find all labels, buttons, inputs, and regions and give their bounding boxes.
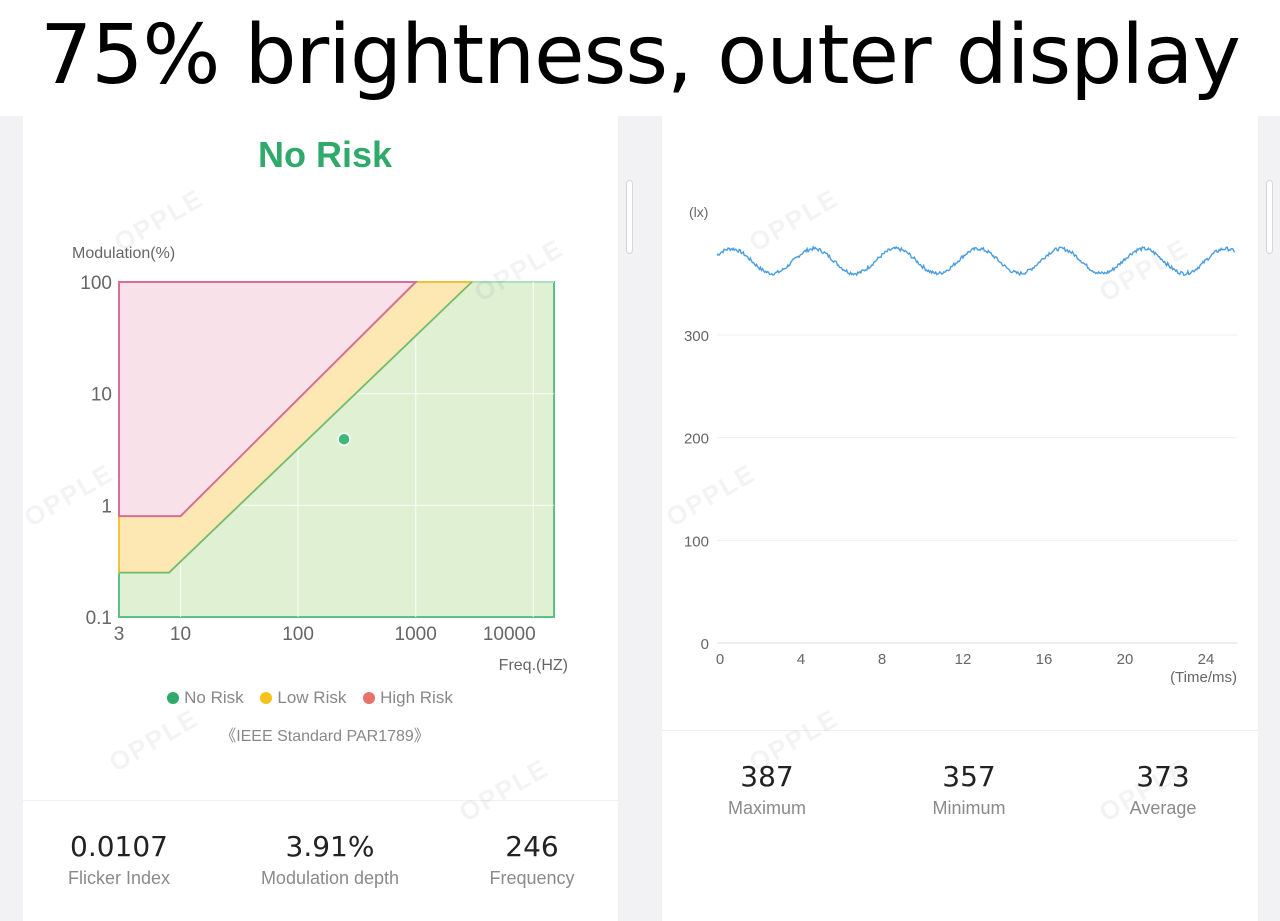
risk-x-tick-label: 1000: [395, 624, 437, 645]
wave-x-axis-title: (Time/ms): [1170, 669, 1237, 686]
flicker-index-label: Flicker Index: [67, 868, 171, 888]
risk-status-label: No Risk: [257, 134, 393, 175]
frequency-stat: 246 Frequency: [432, 830, 632, 890]
legend-dot-high-risk: [363, 692, 376, 704]
risk-legend: No Risk Low Risk High Risk: [0, 688, 620, 708]
risk-stats-divider: [23, 800, 618, 801]
header-bar: 75% brightness, outer display: [0, 0, 1280, 116]
risk-y-tick-label: 10: [91, 385, 112, 406]
risk-x-tick-label: 10000: [483, 624, 536, 645]
frequency-label: Frequency: [489, 868, 575, 888]
risk-y-tick-label: 0.1: [86, 608, 112, 629]
legend-no-risk: No Risk: [167, 688, 244, 707]
minimum-stat: 357 Minimum: [869, 760, 1069, 820]
risk-y-tick-label: 100: [80, 273, 112, 294]
wave-stats-divider: [662, 730, 1258, 731]
waveform-line: [716, 245, 1236, 277]
risk-x-tick-label: 10: [170, 624, 191, 645]
risk-x-tick-label: 3: [114, 624, 125, 645]
wave-y-tick-label: 300: [684, 328, 709, 345]
wave-y-tick-label: 200: [684, 431, 709, 448]
risk-x-tick-label: 100: [282, 624, 314, 645]
standard-reference: 《IEEE Standard PAR1789》: [220, 728, 430, 745]
waveform-panel-scrollbar[interactable]: [1266, 180, 1273, 254]
average-value: 373: [1136, 760, 1190, 793]
wave-x-tick-label: 0: [716, 651, 724, 668]
wave-y-tick-label: 100: [684, 533, 709, 550]
wave-x-tick-label: 4: [797, 651, 805, 668]
wave-x-tick-label: 24: [1198, 651, 1215, 668]
flicker-index-stat: 0.0107 Flicker Index: [19, 830, 219, 890]
minimum-value: 357: [942, 760, 996, 793]
risk-y-axis-title: Modulation(%): [72, 245, 175, 262]
risk-x-axis-title: Freq.(HZ): [499, 657, 568, 674]
wave-x-tick-label: 16: [1036, 651, 1053, 668]
wave-x-tick-label: 20: [1117, 651, 1134, 668]
modulation-depth-stat: 3.91% Modulation depth: [230, 830, 430, 890]
modulation-depth-label: Modulation depth: [260, 868, 400, 888]
flicker-index-value: 0.0107: [70, 830, 168, 863]
minimum-label: Minimum: [932, 798, 1006, 818]
measurement-point: [337, 432, 351, 446]
average-stat: 373 Average: [1063, 760, 1263, 820]
maximum-value: 387: [740, 760, 794, 793]
average-label: Average: [1129, 798, 1197, 818]
wave-y-axis-title: (lx): [689, 204, 708, 220]
high-risk-region: [118, 281, 419, 518]
modulation-depth-value: 3.91%: [285, 830, 375, 863]
frequency-value: 246: [505, 830, 559, 863]
legend-dot-low-risk: [260, 692, 273, 704]
page-title: 75% brightness, outer display: [40, 8, 1241, 103]
risk-y-tick-label: 1: [101, 496, 112, 517]
no-risk-boundary: [119, 281, 473, 574]
legend-low-risk: Low Risk: [260, 688, 346, 707]
legend-dot-no-risk: [167, 692, 180, 704]
risk-panel-scrollbar[interactable]: [626, 180, 633, 254]
wave-y-tick-label: 0: [701, 636, 709, 653]
legend-high-risk: High Risk: [363, 688, 453, 707]
wave-x-tick-label: 8: [878, 651, 886, 668]
waveform-panel: [662, 116, 1258, 921]
maximum-label: Maximum: [727, 798, 806, 818]
wave-x-tick-label: 12: [955, 651, 972, 668]
maximum-stat: 387 Maximum: [667, 760, 867, 820]
